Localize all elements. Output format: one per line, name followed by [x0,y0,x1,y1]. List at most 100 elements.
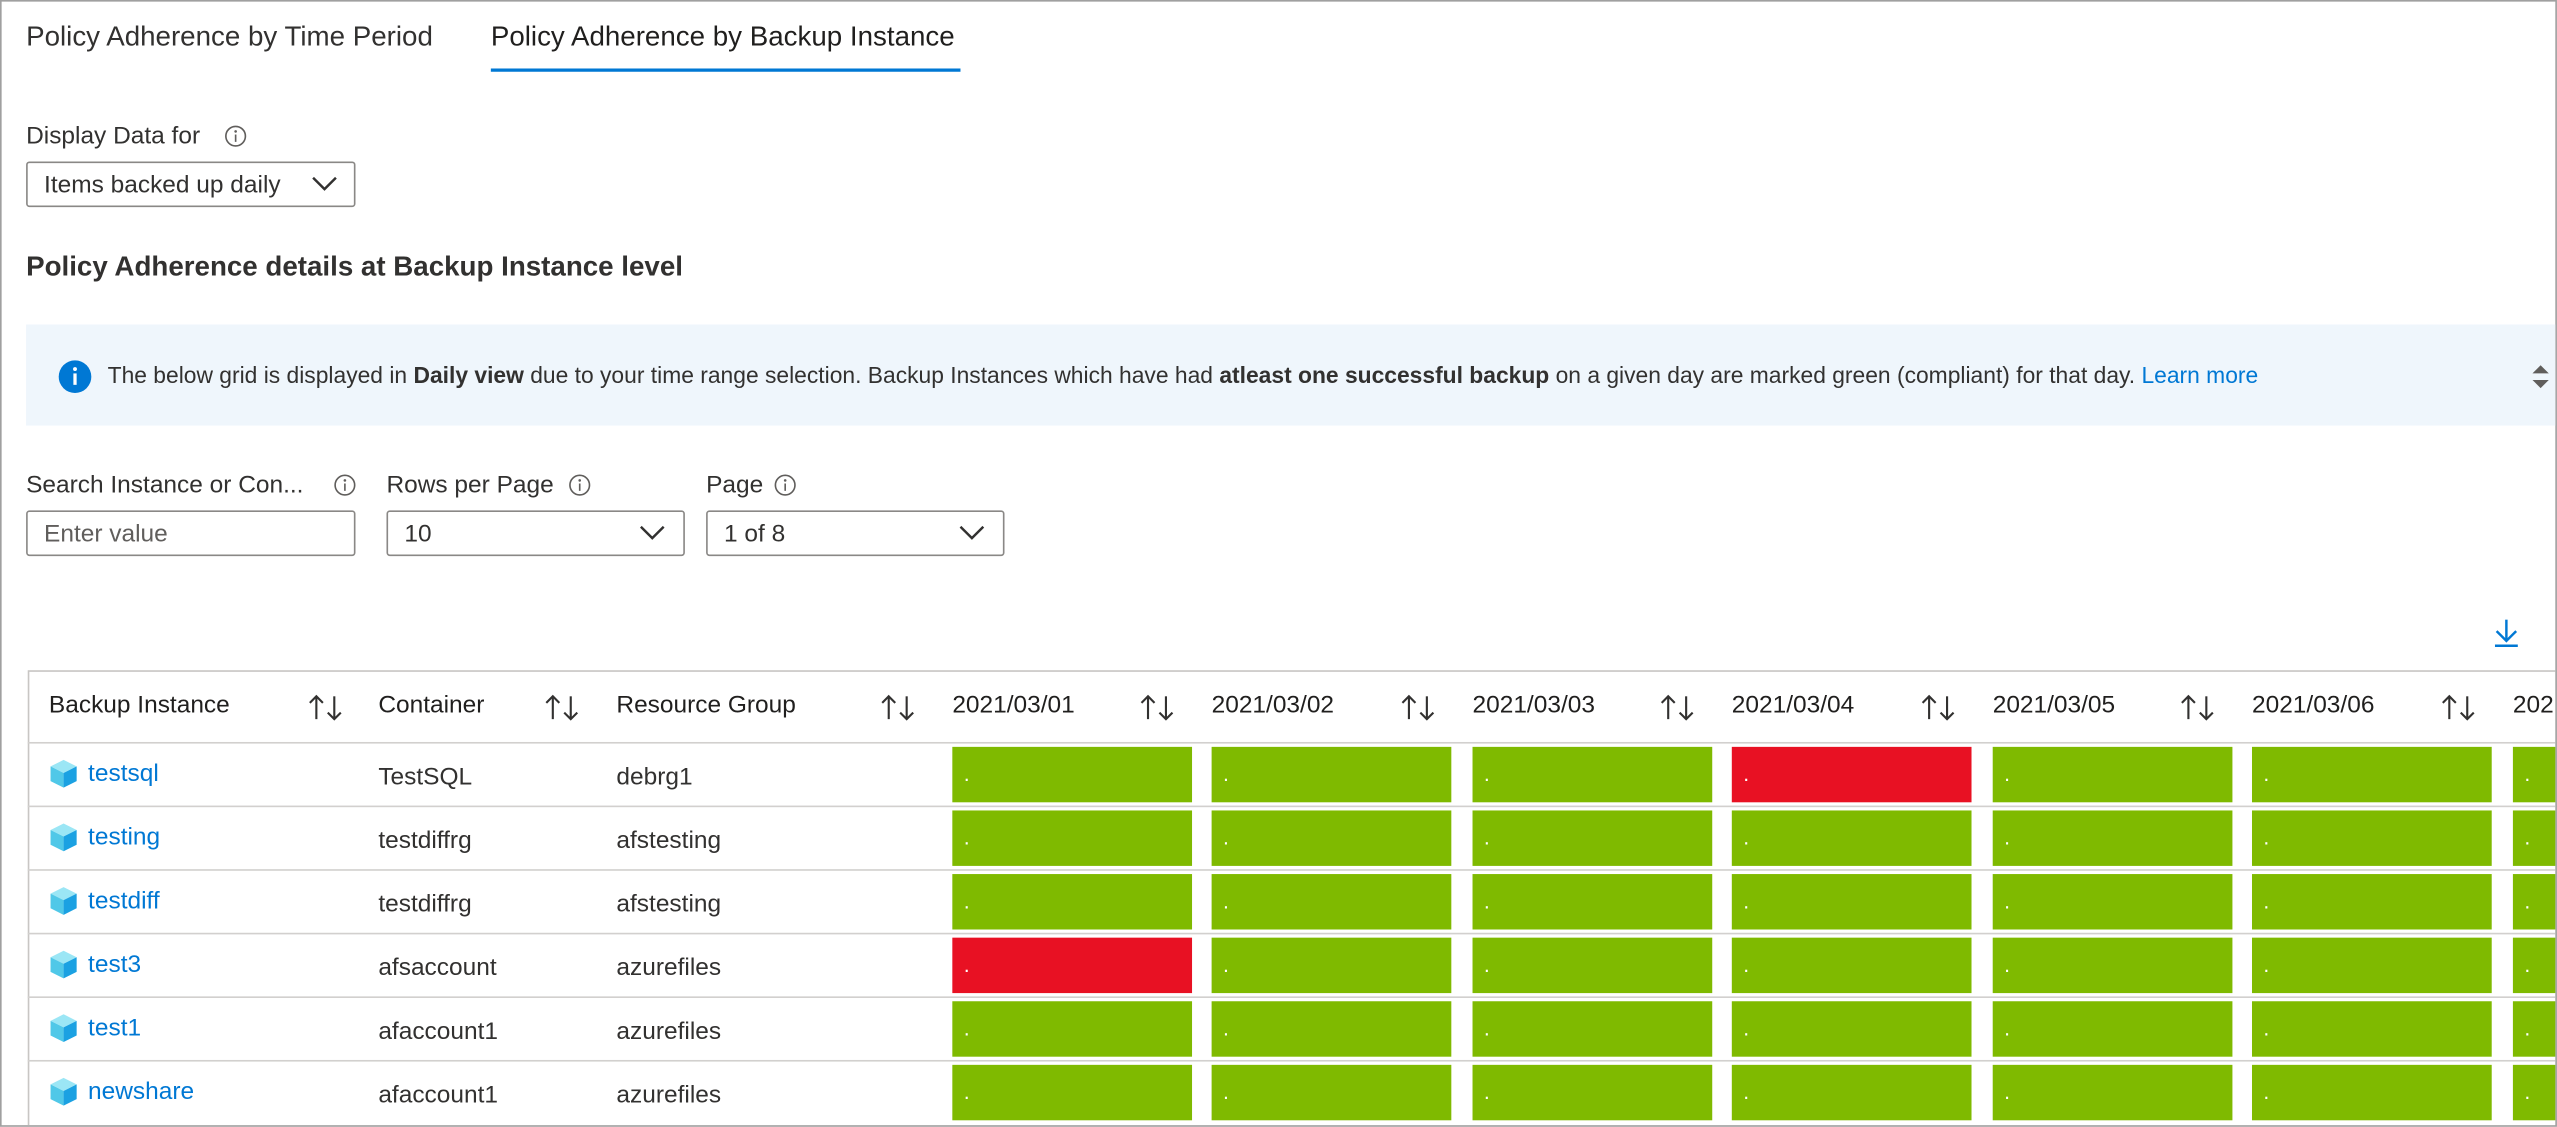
filter-label: Display Data for [26,122,201,151]
filter-value: 1 of 8 [724,520,786,548]
resource-icon [50,1077,77,1106]
table [27,670,2556,1126]
filter-input[interactable] [386,510,685,557]
compliance-cell-text: . [2004,761,2011,786]
compliance-cell: . [952,746,1193,803]
chevron-icon [312,176,337,191]
filter-input[interactable] [26,510,356,557]
compliance-cell: . [1472,937,1713,994]
column-header[interactable]: Backup Instance [48,691,230,720]
cell-container: afsaccount [378,953,497,982]
compliance-cell-text: . [1223,1015,1229,1041]
compliance-cell: . [952,874,1193,930]
tab-underline [490,68,961,72]
sort-icon[interactable] [2180,694,2216,721]
compliance-cell: . [1992,810,2233,866]
resource-icon [50,823,77,852]
learn-more-link[interactable]: Learn more [2135,362,2259,389]
column-header[interactable]: 2021/03/06 [2251,691,2375,720]
banner-text-segment: due to your time range selection. Backup… [523,362,1220,389]
compliance-cell: . [1211,1001,1452,1057]
compliance-cell-text: . [2263,952,2270,977]
dropdown-value: Items backed up daily [44,171,281,199]
banner-text: The below grid is displayed in Daily vie… [108,362,2259,388]
column-header[interactable]: 2021/03/02 [1211,691,1335,720]
sort-icon[interactable] [1660,694,1696,721]
filter-input[interactable] [706,510,1005,557]
compliance-cell: . [1992,1064,2233,1121]
instance-link[interactable]: test3 [88,950,142,979]
compliance-cell: . [1211,937,1452,994]
compliance-cell-text: . [963,952,970,977]
compliance-cell: . [1472,810,1713,866]
instance-link[interactable]: testdiff [88,887,160,915]
compliance-cell-text: . [963,1079,970,1104]
compliance-cell-text: . [1223,1079,1229,1104]
compliance-cell-text: . [1743,888,1750,914]
filter-label: Search Instance or Con... [26,471,304,499]
compliance-cell-text: . [1483,1079,1490,1104]
compliance-cell-text: . [1483,952,1490,977]
column-header[interactable]: 2021/03/04 [1731,691,1855,720]
compliance-cell: . [1211,1064,1452,1121]
instance-link[interactable]: testing [88,823,161,852]
compliance-cell: . [952,1064,1193,1121]
tab[interactable]: Policy Adherence by Time Period [26,21,433,53]
compliance-cell-text: . [1483,1015,1490,1041]
compliance-cell: . [2251,810,2492,866]
compliance-cell-text: . [963,1015,970,1041]
sort-icon[interactable] [2441,694,2477,721]
compliance-cell: . [2512,874,2556,930]
sort-icon[interactable] [1140,694,1176,721]
compliance-cell: . [2512,746,2556,803]
compliance-cell-text: . [1743,1079,1750,1104]
cell-container: testdiffrg [378,826,472,855]
cell-resource-group: azurefiles [616,1081,722,1109]
cell-container: afaccount1 [378,1017,499,1046]
cell-resource-group: afstesting [616,826,722,855]
row-divider [27,932,2556,935]
sort-icon[interactable] [1401,694,1437,721]
compliance-cell-text: . [2524,825,2531,850]
compliance-cell-text: . [963,888,970,914]
tab-active[interactable]: Policy Adherence by Backup Instance [490,21,955,53]
row-divider [27,741,2556,744]
cell-resource-group: azurefiles [616,953,722,982]
column-header[interactable]: 2021/03/05 [1992,691,2116,720]
instance-link[interactable]: newshare [88,1077,195,1106]
compliance-cell-text: . [1223,825,1229,850]
column-header[interactable]: Resource Group [616,691,796,720]
instance-link[interactable]: test1 [88,1014,142,1043]
column-header[interactable]: 202 [2512,691,2554,720]
compliance-cell: . [2251,1001,2492,1057]
download-icon[interactable] [2493,618,2519,647]
column-header[interactable]: 2021/03/03 [1472,691,1595,720]
compliance-cell: . [1731,746,1972,803]
compliance-cell-text: . [2524,1015,2531,1041]
compliance-cell: . [2251,874,2492,930]
resource-icon [50,1014,77,1043]
column-header[interactable]: 2021/03/01 [952,691,1075,720]
cell-container: TestSQL [378,763,473,791]
row-divider [27,869,2556,871]
row-divider [27,805,2556,808]
sort-icon[interactable] [1921,694,1957,721]
compliance-cell: . [1992,874,2233,930]
banner-text-segment: on a given day are marked green (complia… [1549,362,2136,389]
sort-icon[interactable] [881,694,917,721]
sort-icon[interactable] [308,694,344,721]
compliance-cell-text: . [2004,1079,2011,1104]
compliance-cell-text: . [2004,825,2011,850]
compliance-cell-text: . [1743,761,1750,786]
compliance-cell: . [2512,1001,2556,1057]
compliance-cell-text: . [2263,1015,2270,1041]
compliance-cell: . [1731,1001,1972,1057]
instance-link[interactable]: testsql [88,759,159,788]
compliance-cell-text: . [1743,825,1750,850]
info-icon [334,474,356,496]
sort-icon[interactable] [545,694,581,721]
column-header[interactable]: Container [378,691,485,720]
dropdown[interactable] [26,161,356,208]
